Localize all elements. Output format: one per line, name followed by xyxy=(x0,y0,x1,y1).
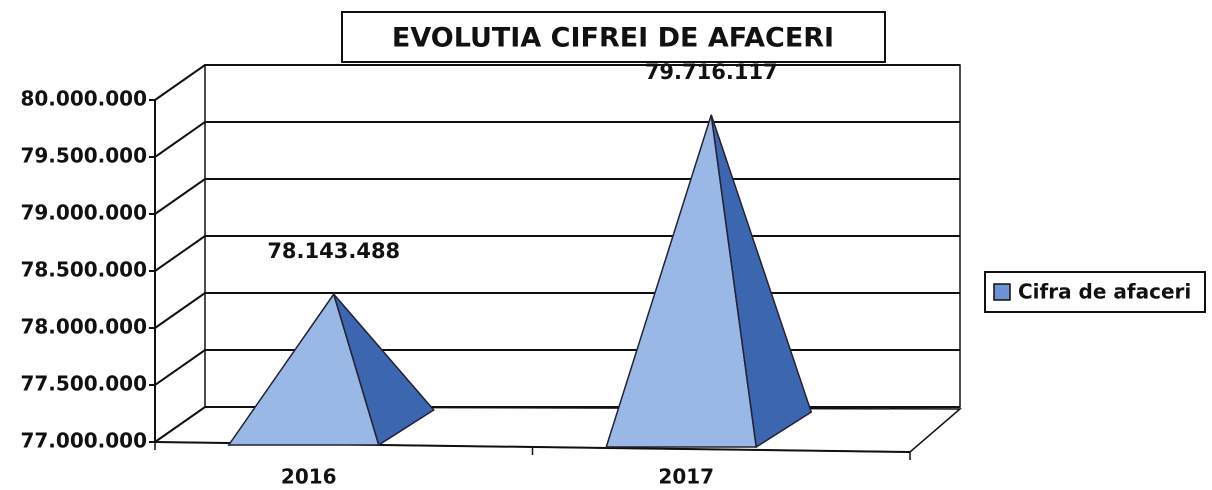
value-label: 78.143.488 xyxy=(267,239,400,263)
pyramid-side xyxy=(710,114,813,449)
grid-line xyxy=(154,64,960,101)
chart-title: EVOLUTIA CIFREI DE AFACERI xyxy=(392,23,834,54)
y-tick-label: 78.000.000 xyxy=(20,315,147,339)
legend-label: Cifra de afaceri xyxy=(1018,280,1191,304)
y-tick-label: 79.000.000 xyxy=(20,201,147,225)
y-tick-label: 78.500.000 xyxy=(20,258,147,282)
y-tick-label: 79.500.000 xyxy=(20,144,147,168)
y-tick-label: 80.000.000 xyxy=(20,87,147,111)
y-tick-label: 77.500.000 xyxy=(20,372,147,396)
legend-swatch xyxy=(993,283,1011,301)
x-tick-label: 2017 xyxy=(658,465,714,489)
x-tick-label: 2016 xyxy=(281,465,337,489)
title-box xyxy=(341,11,886,63)
pyramid-side xyxy=(333,293,435,447)
value-label: 79.716.117 xyxy=(645,60,778,84)
legend xyxy=(984,271,1206,313)
y-tick-label: 77.000.000 xyxy=(20,429,147,453)
